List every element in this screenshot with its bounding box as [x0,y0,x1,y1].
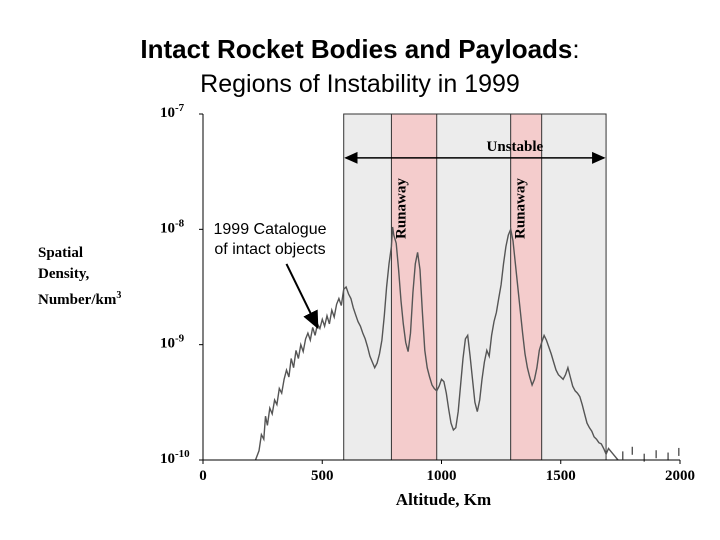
x-tick-label-5: 2000 [665,468,695,484]
annotation-arrow [285,263,319,330]
x-tick-label-2: 500 [311,468,334,484]
unstable-label: Unstable [487,139,544,155]
y-tick-label-1: 10-7 [160,102,185,121]
y-tick-label-3: 10-9 [160,333,185,352]
chart-title: Intact Rocket Bodies and Payloads: [0,34,720,65]
y-axis-label: Spatial Density, Number/km3 [38,243,121,311]
runaway-band-2 [510,113,543,461]
annotation-line-2: of intact objects [214,241,325,258]
runaway-label-1: Runaway [393,178,409,239]
y-tick-label-4: 10-10 [160,448,190,467]
runaway-label-2: Runaway [513,178,529,239]
unstable-band [343,113,607,461]
chart-subtitle: Regions of Instability in 1999 [200,70,520,98]
y-axis-label-line-1: Spatial [38,245,84,261]
y-axis-label-line-3: Number/km3 [38,290,122,308]
x-tick-label-4: 1500 [546,468,576,484]
chart-title-colon: : [572,34,580,64]
chart-title-text: Intact Rocket Bodies and Payloads [140,34,573,64]
x-tick-label-3: 1000 [427,468,457,484]
y-tick-label-2: 10-8 [160,217,185,236]
x-axis-label: Altitude, Km [396,490,491,509]
density-series-line [254,226,619,461]
annotation-line-1: 1999 Catalogue [214,221,327,238]
y-axis-label-line-2: Density, [38,266,90,282]
x-tick-label-1: 0 [199,468,207,484]
